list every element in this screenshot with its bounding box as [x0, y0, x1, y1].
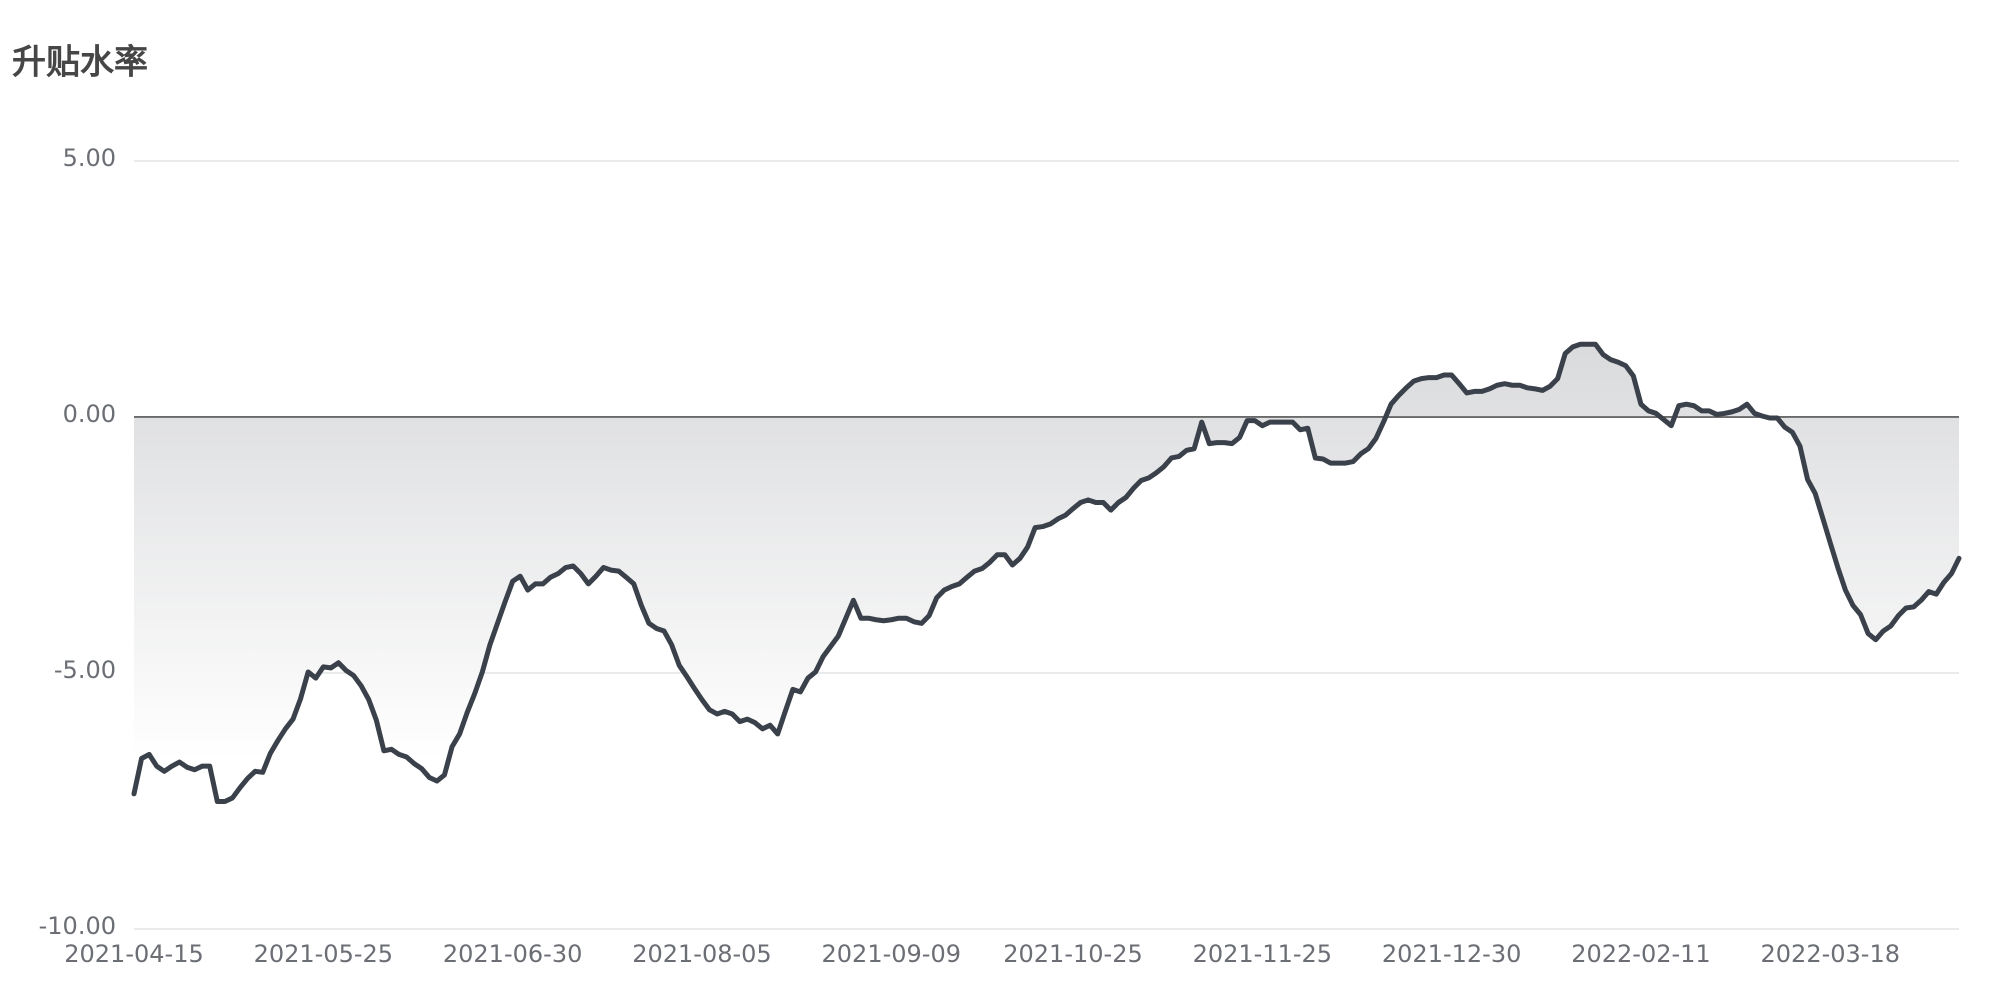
y-tick-label: -10.00	[39, 912, 116, 940]
x-tick-label: 2021-05-25	[254, 940, 393, 968]
area	[134, 344, 1959, 802]
x-tick-label: 2021-10-25	[1003, 940, 1142, 968]
line	[131, 341, 1962, 805]
y-tick-label: -5.00	[54, 656, 116, 684]
chart-title: 升贴水率	[12, 43, 148, 83]
x-tick-label: 2021-06-30	[443, 940, 582, 968]
x-tick-label: 2021-04-15	[64, 940, 203, 968]
y-tick-label: 0.00	[63, 400, 116, 428]
x-tick-label: 2021-11-25	[1193, 940, 1332, 968]
x-tick-label: 2021-09-09	[822, 940, 961, 968]
x-tick-label: 2022-03-18	[1761, 940, 1900, 968]
x-tick-label: 2021-12-30	[1382, 940, 1521, 968]
x-tick-label: 2021-08-05	[632, 940, 771, 968]
x-tick-label: 2022-02-11	[1571, 940, 1710, 968]
y-tick-label: 5.00	[63, 144, 116, 172]
